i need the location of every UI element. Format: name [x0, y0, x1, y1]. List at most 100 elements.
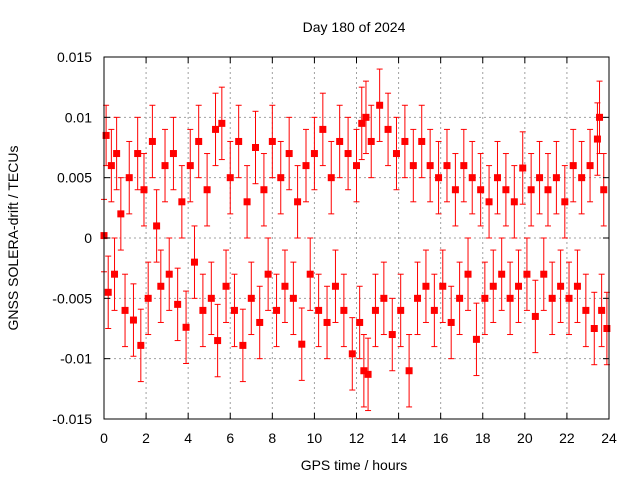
x-tick-label: 14 [391, 430, 407, 446]
x-tick-label: 12 [349, 430, 365, 446]
data-point [264, 270, 272, 278]
data-point [527, 186, 535, 194]
data-point [426, 162, 434, 170]
data-point [573, 282, 581, 290]
chart-title: Day 180 of 2024 [303, 19, 406, 35]
data-point [451, 186, 459, 194]
data-point [256, 318, 264, 326]
y-tick-label: 0 [84, 230, 92, 246]
data-point [360, 367, 368, 375]
data-point [362, 113, 370, 121]
data-point [195, 137, 203, 145]
data-point [603, 325, 611, 332]
data-point [107, 162, 115, 170]
data-point [230, 306, 238, 314]
data-point [384, 125, 392, 133]
x-tick-label: 0 [100, 430, 108, 446]
data-point [203, 186, 211, 194]
data-point [477, 186, 485, 194]
data-point [392, 150, 400, 158]
data-point [268, 137, 276, 145]
y-tick-label: -0.005 [52, 290, 92, 306]
y-tick-label: -0.01 [60, 351, 92, 367]
data-point [247, 294, 255, 302]
data-point [447, 318, 455, 326]
data-point [468, 174, 476, 182]
x-tick-label: 8 [268, 430, 276, 446]
data-point [182, 323, 190, 331]
data-point [340, 306, 348, 314]
data-point [367, 137, 375, 145]
x-tick-label: 20 [517, 430, 533, 446]
x-tick-label: 18 [475, 430, 491, 446]
x-tick-label: 6 [226, 430, 234, 446]
data-point [294, 198, 302, 206]
data-point [519, 164, 527, 172]
data-point [212, 125, 220, 133]
data-point [443, 162, 451, 170]
data-point [552, 174, 560, 182]
data-point [356, 318, 364, 326]
data-point [536, 174, 544, 182]
data-point [502, 186, 510, 194]
data-point [310, 150, 318, 158]
data-points [100, 68, 611, 412]
data-point [388, 331, 396, 339]
data-point [376, 101, 384, 109]
x-tick-label: 10 [307, 430, 323, 446]
data-point [493, 174, 501, 182]
data-point [593, 135, 601, 143]
data-point [306, 270, 314, 278]
data-point [331, 282, 339, 290]
data-point [199, 306, 207, 314]
data-point [214, 337, 222, 345]
data-point [460, 162, 468, 170]
data-point [315, 306, 323, 314]
data-point [178, 198, 186, 206]
data-point [273, 306, 281, 314]
data-point [323, 318, 331, 326]
y-tick-label: -0.015 [52, 411, 92, 427]
data-point [102, 131, 110, 139]
data-point [165, 270, 173, 278]
x-axis-label: GPS time / hours [301, 457, 408, 473]
data-point [489, 282, 497, 290]
data-point [161, 162, 169, 170]
data-point [600, 186, 608, 194]
data-point [137, 341, 145, 349]
data-point [344, 150, 352, 158]
data-point [472, 335, 480, 343]
data-point [125, 174, 133, 182]
data-point [190, 258, 198, 266]
data-point [353, 162, 360, 170]
data-point [578, 174, 586, 182]
data-point [397, 306, 405, 314]
data-point [111, 270, 119, 278]
data-point [586, 162, 594, 170]
data-point [117, 210, 125, 218]
data-point [481, 294, 489, 302]
data-point [327, 174, 335, 182]
data-point [207, 294, 215, 302]
data-point [260, 186, 268, 194]
data-point [104, 288, 112, 296]
data-point [348, 350, 356, 358]
y-tick-label: 0.015 [57, 49, 92, 65]
data-point [239, 341, 247, 349]
x-tick-label: 16 [433, 430, 449, 446]
data-point [358, 119, 366, 127]
data-point [531, 312, 539, 320]
data-point [364, 370, 372, 378]
data-point [153, 222, 161, 230]
data-point [464, 270, 472, 278]
data-point [405, 367, 413, 375]
data-point [252, 144, 259, 151]
data-point [439, 282, 447, 290]
data-point [134, 150, 142, 158]
data-point [277, 174, 285, 182]
data-point [319, 125, 327, 133]
data-point [430, 306, 438, 314]
data-point [565, 294, 573, 302]
x-tick-label: 4 [184, 430, 192, 446]
data-point [285, 150, 293, 158]
